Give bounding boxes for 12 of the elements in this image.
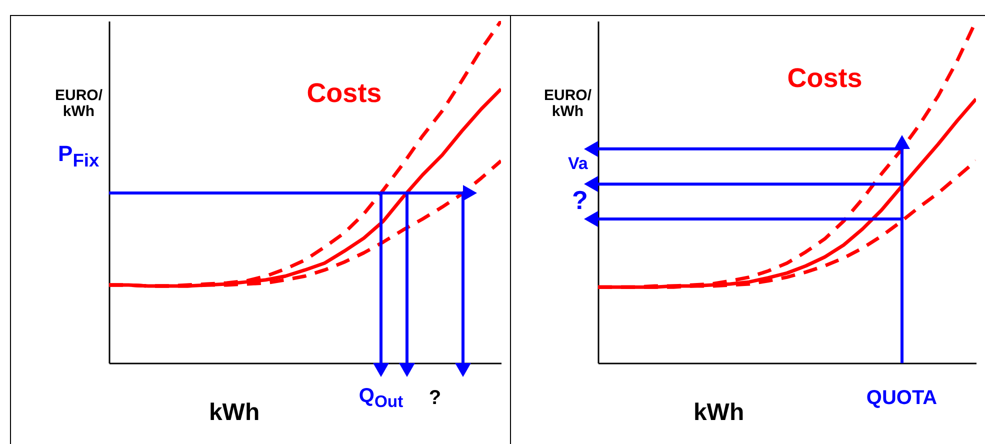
ref-line-label: Va [568,154,588,174]
y-axis-title: EURO/kWh [544,86,592,120]
x-axis-title: kWh [693,399,744,426]
ref-line-label: P$_{Fix}$ [58,140,100,170]
text: Q$_{Out}$ [358,385,404,412]
text: QUOTA [866,387,938,409]
ref-line-label: ? [572,184,588,215]
annotation: Costs [787,63,862,94]
annotation: Costs [306,78,382,109]
x-axis-title: kWh [208,399,260,426]
y-axis-title: EURO/kWh [55,86,103,120]
text: ? [428,387,442,409]
